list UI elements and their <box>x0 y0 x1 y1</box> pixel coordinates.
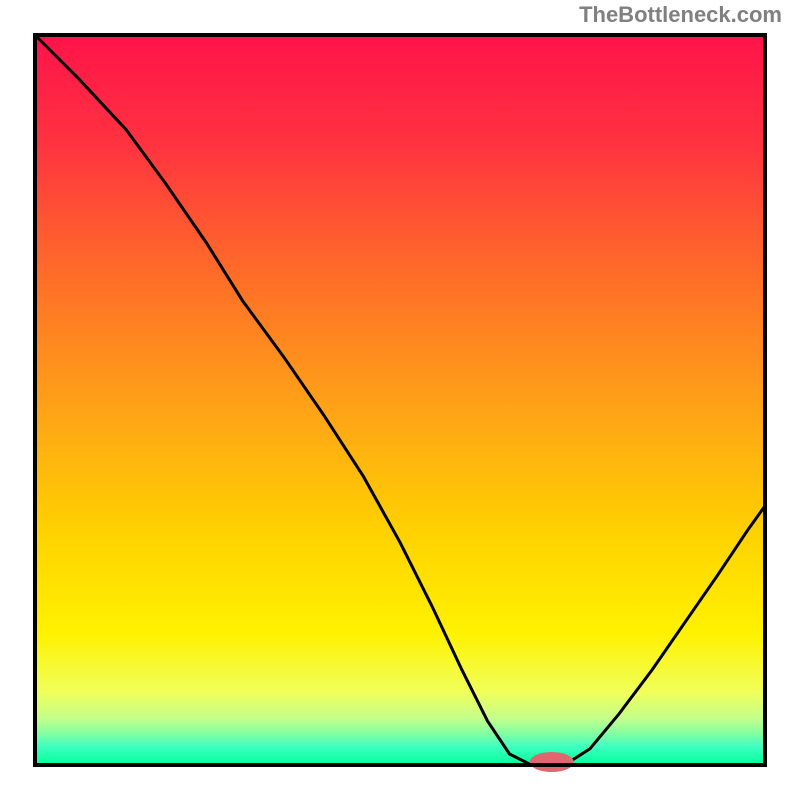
chart-svg <box>0 0 800 800</box>
plot-background <box>35 35 765 765</box>
chart-container: TheBottleneck.com <box>0 0 800 800</box>
watermark-text: TheBottleneck.com <box>579 2 782 28</box>
optimum-marker <box>530 752 574 772</box>
